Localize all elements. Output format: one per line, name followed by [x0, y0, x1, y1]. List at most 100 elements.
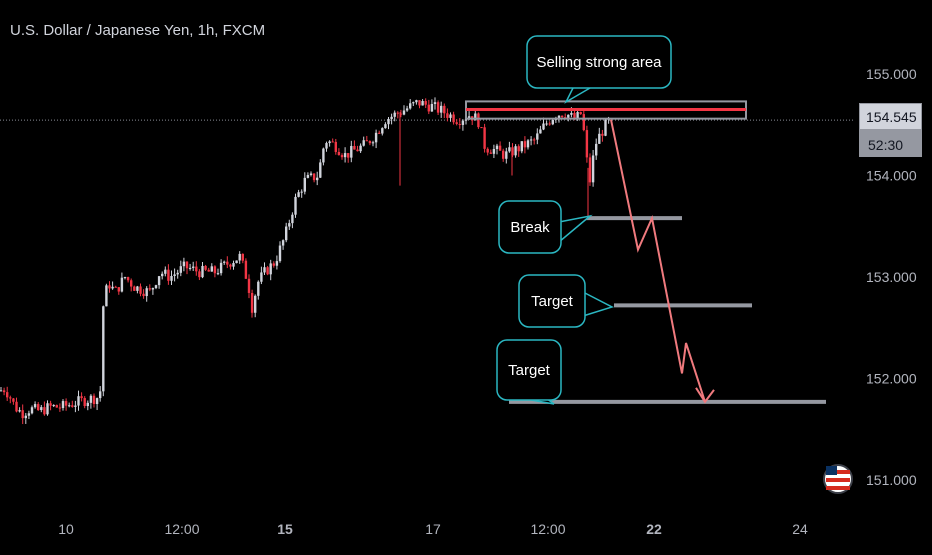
candle-body — [449, 114, 452, 118]
candle-body — [21, 410, 24, 419]
candle-body — [393, 112, 396, 117]
candle-body — [526, 140, 530, 148]
candle-body — [564, 117, 567, 119]
candle-body — [433, 102, 437, 105]
flag-stripe — [826, 486, 850, 490]
candle-body — [139, 286, 142, 294]
candle-body — [210, 266, 213, 272]
candle-body — [37, 404, 40, 411]
projection-path — [610, 119, 706, 403]
candle-body — [455, 122, 458, 124]
candle-body — [46, 403, 49, 415]
candle-body — [30, 407, 34, 414]
candle-body — [440, 105, 443, 113]
candle-body — [92, 395, 96, 404]
candle-body — [241, 253, 244, 261]
candle-body — [275, 261, 279, 266]
candle-body — [291, 214, 294, 224]
candle-body — [164, 269, 167, 274]
callout-tail — [564, 87, 591, 104]
candle-body — [99, 391, 102, 399]
candle-body — [250, 292, 254, 313]
candle-body — [281, 240, 285, 246]
candle-body — [182, 261, 186, 267]
candle-body — [204, 265, 207, 270]
candle-body — [461, 120, 465, 125]
candle-body — [12, 398, 15, 402]
x-tick-label: 24 — [792, 521, 808, 537]
candle-body — [576, 112, 579, 120]
candle-body — [573, 112, 576, 120]
candle-body — [71, 405, 74, 407]
candle-body — [58, 407, 62, 409]
candle-body — [219, 262, 223, 274]
candle-body — [142, 293, 145, 297]
candle-body — [539, 129, 542, 134]
candle-body — [520, 141, 523, 152]
candle-body — [80, 396, 83, 399]
candle-body — [83, 398, 86, 407]
candle-body — [523, 141, 527, 148]
candle-body — [89, 395, 93, 403]
candle-body — [266, 267, 269, 275]
candle-body — [151, 288, 155, 290]
candle-body — [598, 133, 601, 144]
candle-body — [49, 403, 52, 406]
candle-body — [368, 141, 372, 144]
candle-body — [542, 123, 545, 130]
candle-body — [102, 306, 105, 392]
candle-body — [415, 100, 418, 103]
candle-body — [350, 145, 353, 158]
candle-body — [148, 288, 151, 290]
candle-body — [226, 261, 229, 265]
candle-body — [2, 390, 6, 393]
candle-body — [334, 141, 337, 152]
candle-body — [309, 173, 313, 176]
candle-body — [495, 145, 499, 150]
candle-body — [517, 146, 520, 152]
callout-box — [496, 339, 562, 401]
callout-tail — [558, 214, 593, 243]
candle-body — [353, 145, 356, 150]
candle-body — [347, 153, 350, 158]
candle-body — [15, 401, 18, 412]
candle-body — [133, 286, 136, 291]
candle-body — [567, 114, 570, 118]
candle-body — [343, 153, 347, 158]
candle-body — [328, 141, 331, 144]
callout-text: Selling strong area — [536, 54, 662, 71]
candle-body — [303, 177, 306, 192]
candle-body — [306, 175, 310, 178]
candle-body — [86, 402, 89, 407]
candle-body — [300, 191, 303, 193]
candle-body — [502, 150, 505, 159]
candle-body — [117, 287, 120, 292]
candle-body — [213, 266, 217, 274]
candle-body — [154, 285, 158, 289]
candle-body — [402, 110, 406, 115]
candle-body — [192, 266, 195, 268]
candle-body — [529, 139, 533, 141]
price-tag-countdown: 52:30 — [868, 137, 903, 153]
candle-body — [486, 148, 489, 153]
candle-body — [229, 264, 232, 267]
flag-canton — [826, 466, 837, 475]
candle-body — [123, 277, 127, 279]
candle-body — [105, 285, 108, 307]
candle-body — [145, 288, 148, 297]
candle-body — [260, 272, 263, 282]
x-tick-label: 10 — [58, 521, 74, 537]
us-flag-icon[interactable] — [823, 464, 853, 494]
candle-body — [421, 101, 424, 106]
candle-body — [399, 113, 403, 115]
candle-body — [582, 114, 585, 131]
callout-text: Target — [508, 362, 551, 379]
candle-body — [362, 140, 365, 146]
candle-body — [474, 113, 477, 121]
candle-body — [387, 118, 390, 125]
candle-body — [424, 101, 427, 105]
candle-body — [232, 263, 235, 267]
